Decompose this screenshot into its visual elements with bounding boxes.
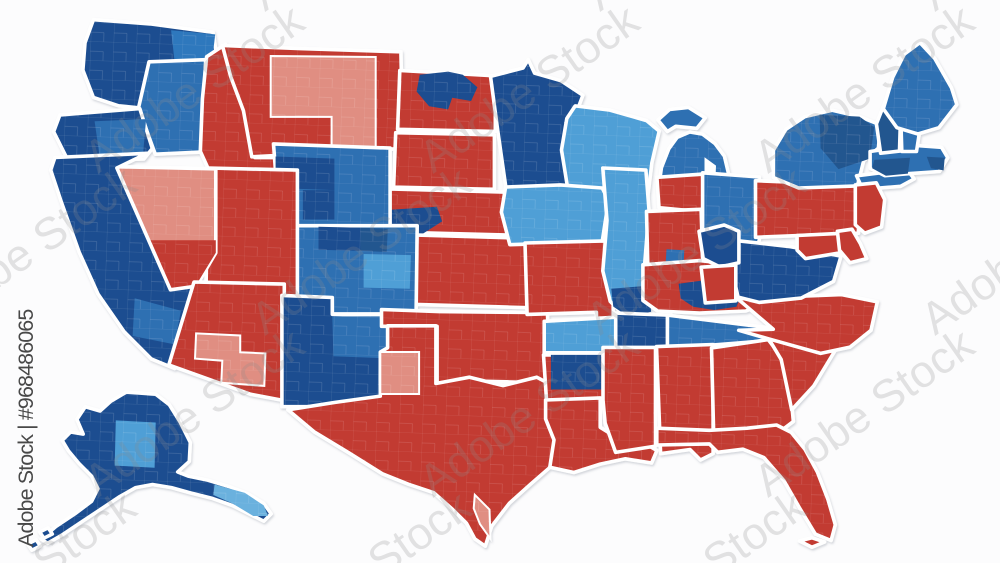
svg-text:Adobe Stock | #968486065: Adobe Stock | #968486065 [14, 309, 38, 547]
